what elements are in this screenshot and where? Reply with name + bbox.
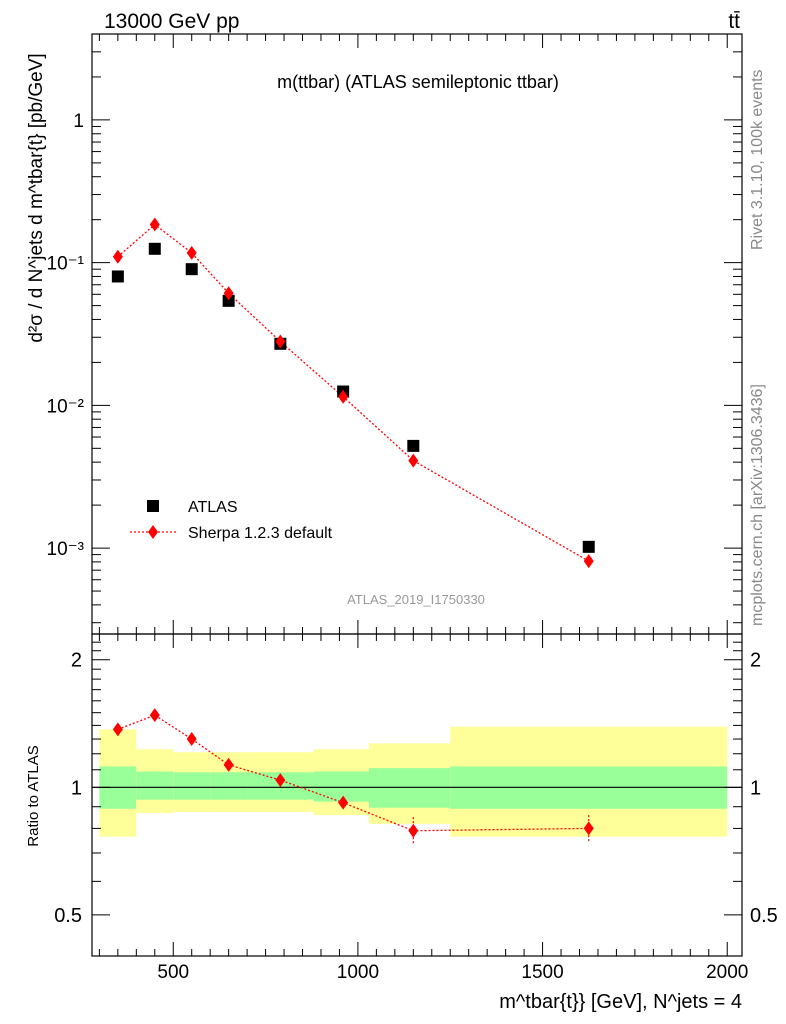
main-y-tick-label: 10⁻² <box>47 396 85 417</box>
x-axis-label: m^tbar{t}} [GeV], N^jets = 4 <box>499 991 742 1013</box>
x-tick-label: 1000 <box>337 962 379 983</box>
ratio-y-tick-label: 1 <box>71 777 82 799</box>
x-tick-label: 500 <box>157 962 189 983</box>
sherpa-point <box>583 554 594 569</box>
sherpa-point <box>223 286 234 301</box>
atlas-data-point <box>407 439 420 452</box>
sherpa-point <box>149 217 160 232</box>
sherpa-ratio-point <box>583 821 594 836</box>
main-plot-frame <box>91 33 743 635</box>
sherpa-ratio-point <box>338 795 349 810</box>
main-y-axis-label: d²σ / d N^jets d m^tbar{t} [pb/GeV] <box>26 53 47 342</box>
sherpa-ratio-line <box>117 714 589 832</box>
sherpa-point <box>112 249 123 264</box>
sherpa-point <box>338 389 349 404</box>
process-label: tt̄ <box>728 10 740 33</box>
atlas-data-point <box>148 242 161 255</box>
ratio-y-tick-label-right: 1 <box>750 777 761 799</box>
sherpa-ratio-point <box>223 757 234 772</box>
inner-band-bin <box>313 771 369 802</box>
rivet-version-label: Rivet 3.1.10, 100k events <box>749 69 766 250</box>
sherpa-ratio-point <box>408 823 419 838</box>
sherpa-ratio-point <box>112 722 123 737</box>
sherpa-line <box>117 223 590 562</box>
ratio-y-tick-label-right: 2 <box>750 650 761 672</box>
mcplots-label: mcplots.cern.ch [arXiv:1306.3436] <box>749 384 766 626</box>
main-y-tick-label: 1 <box>73 111 84 132</box>
legend-sherpa-label: Sherpa 1.2.3 default <box>188 525 333 542</box>
inner-band-bin <box>136 771 174 800</box>
inner-band-bin <box>210 772 248 800</box>
legend-sherpa-marker <box>148 525 158 539</box>
sherpa-point <box>186 245 197 260</box>
ratio-y-tick-label: 2 <box>71 650 82 672</box>
ratio-y-axis-label: Ratio to ATLAS <box>25 745 42 846</box>
sherpa-point <box>275 334 286 349</box>
ratio-plot-frame <box>91 633 743 957</box>
x-tick-label: 2000 <box>706 962 748 983</box>
x-tick-label: 1500 <box>521 962 563 983</box>
legend-atlas-label: ATLAS <box>188 499 238 516</box>
main-chart-title: m(ttbar) (ATLAS semileptonic ttbar) <box>277 72 559 92</box>
inner-band-bin <box>173 772 211 800</box>
main-y-tick-label: 10⁻³ <box>47 539 85 560</box>
ratio-y-tick-label: 0.5 <box>54 905 82 927</box>
analysis-label: ATLAS_2019_I1750330 <box>347 592 485 607</box>
atlas-data-point <box>222 294 235 307</box>
inner-band-bin <box>368 768 451 808</box>
sherpa-ratio-point <box>149 708 160 723</box>
legend: ATLAS Sherpa 1.2.3 default <box>130 499 333 542</box>
main-y-tick-label: 10⁻¹ <box>47 254 85 275</box>
ratio-y-tick-label-right: 0.5 <box>750 905 778 927</box>
sherpa-point <box>408 453 419 468</box>
legend-atlas-marker <box>147 500 159 512</box>
atlas-data-point <box>185 263 198 276</box>
sherpa-ratio-point <box>186 732 197 747</box>
atlas-data-point <box>111 270 124 283</box>
energy-label: 13000 GeV pp <box>104 10 239 33</box>
atlas-data-point <box>582 540 595 553</box>
sherpa-ratio-point <box>275 773 286 788</box>
